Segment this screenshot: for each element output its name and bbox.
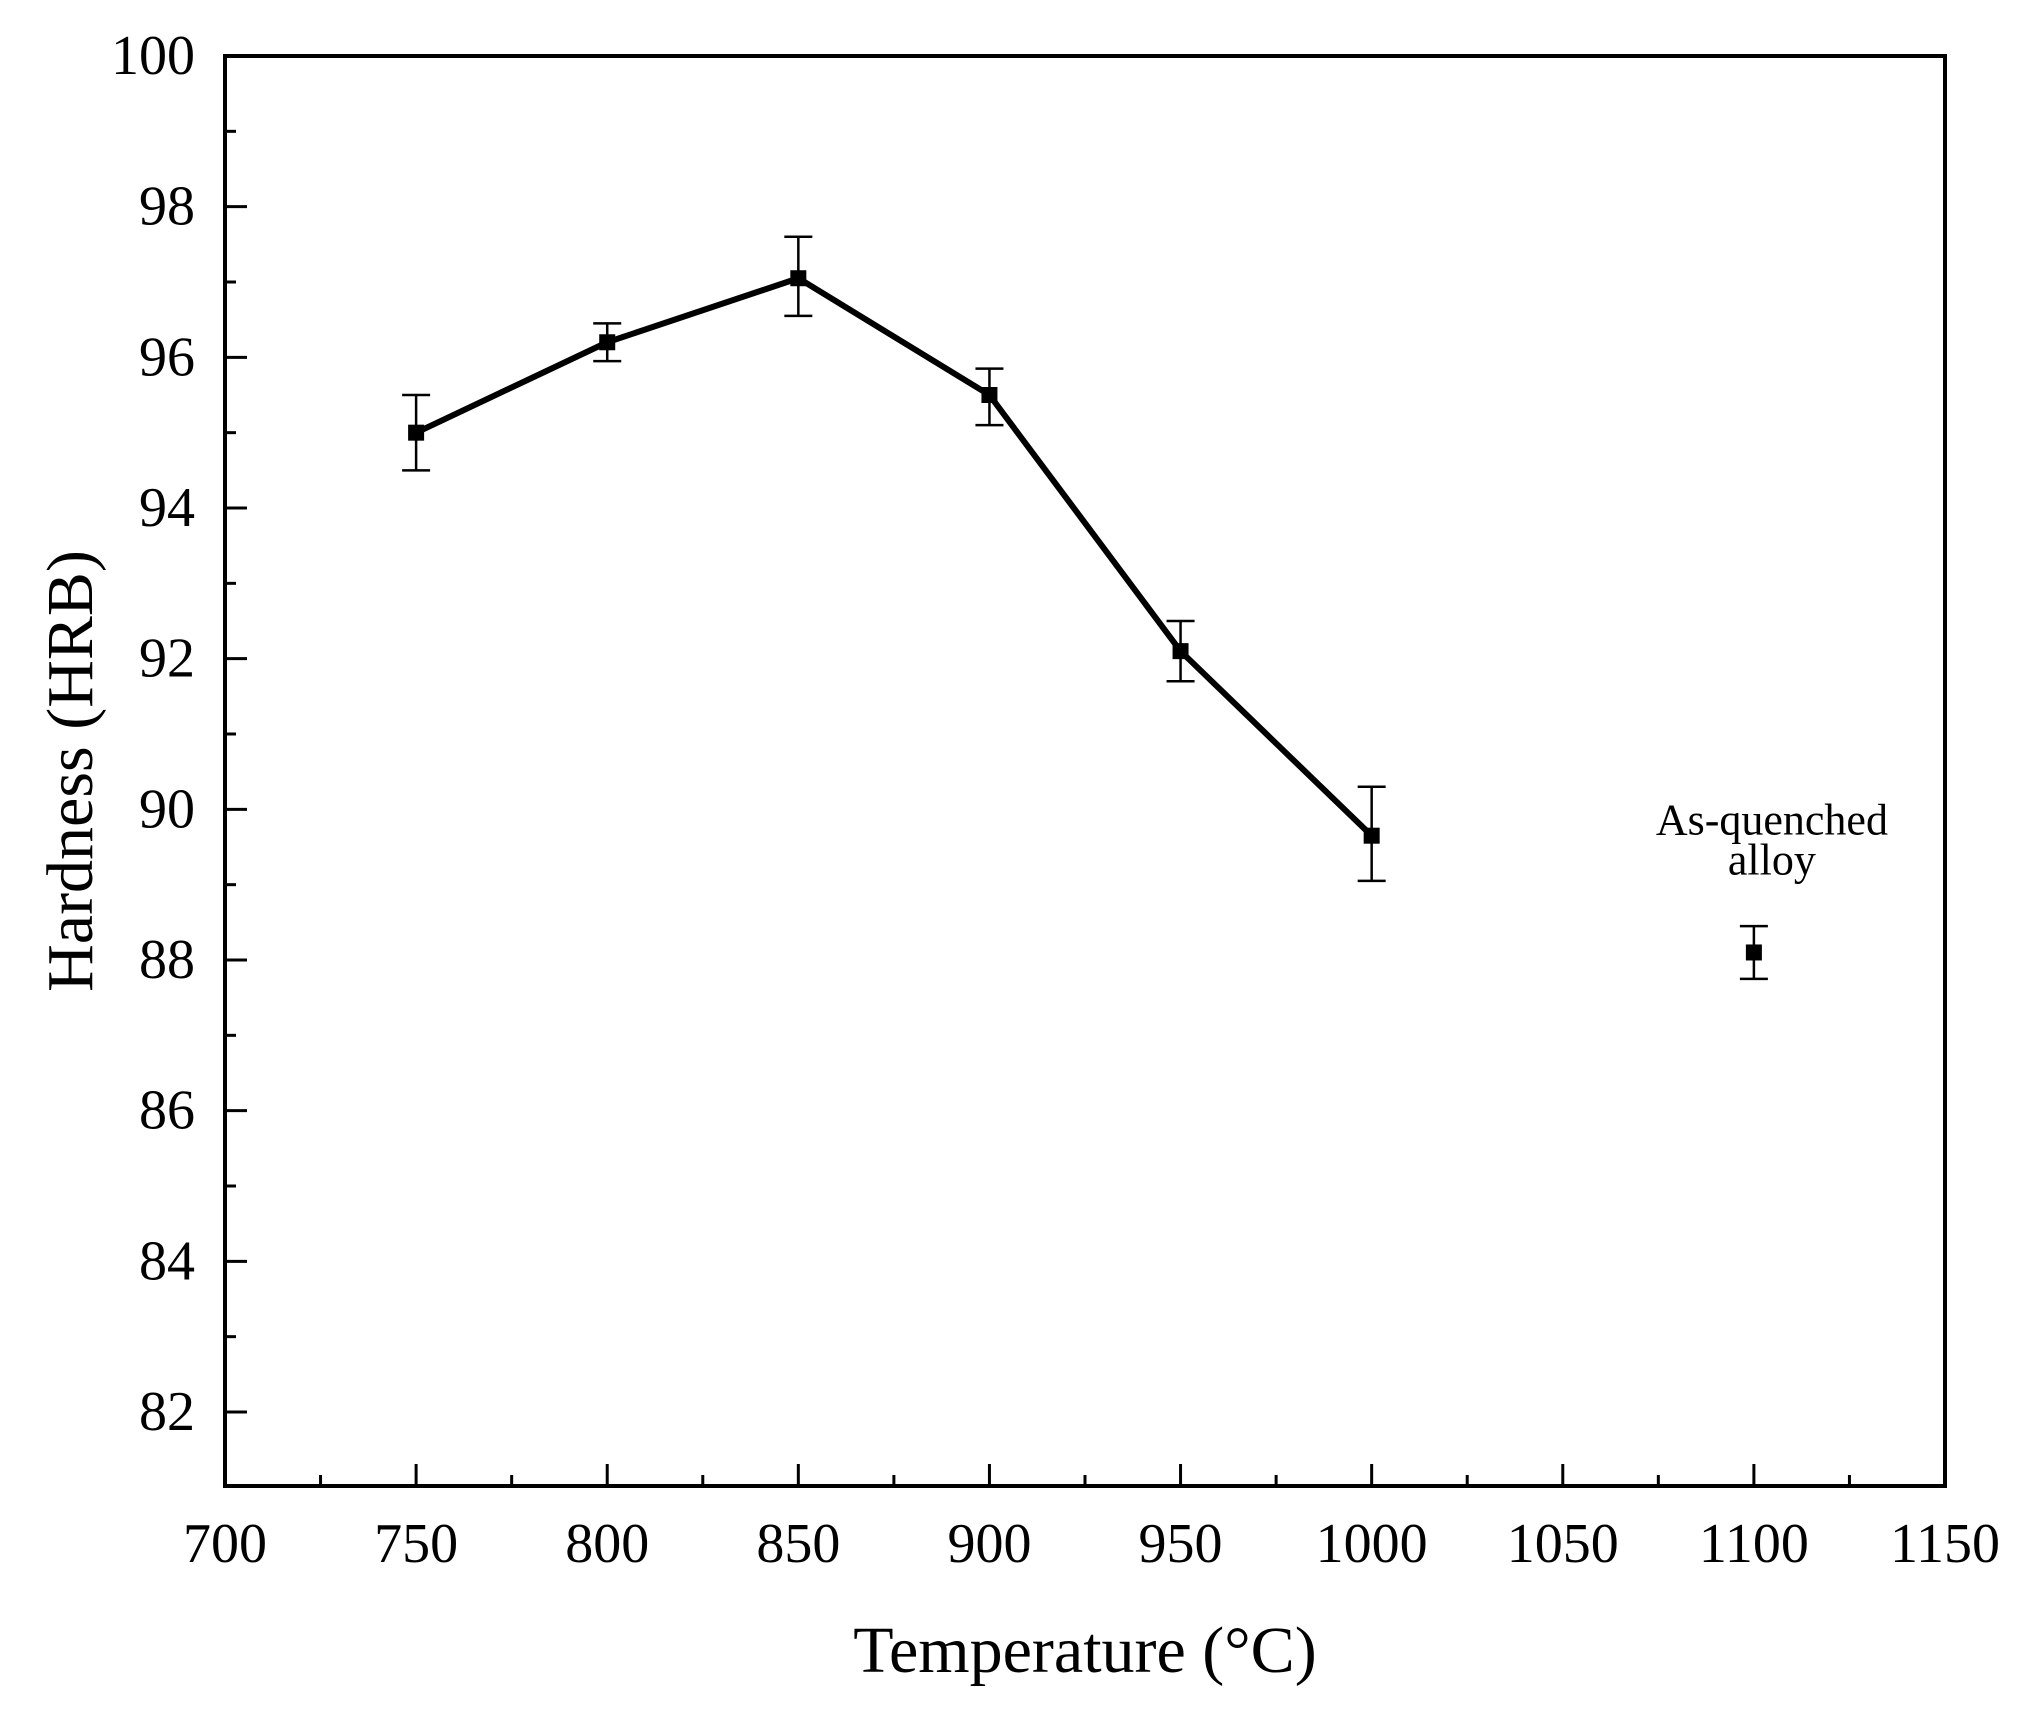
y-axis-ticks: 82 84 86 88 90 92 94 96 98 100 [111,25,247,1443]
data-point [408,424,425,441]
y-axis-title: Hardness (HRB) [34,550,107,992]
data-point [1172,643,1189,660]
x-tick-label: 1050 [1507,1513,1619,1575]
y-tick-label: 98 [139,176,195,238]
x-tick-label: 700 [183,1513,267,1575]
y-tick-label: 86 [139,1080,195,1142]
series-layer [402,235,1768,981]
x-tick-label: 750 [374,1513,458,1575]
series-line [414,275,1374,838]
x-axis-ticks: 700 750 800 850 900 950 1000 1050 1100 1150 [183,1464,2000,1575]
y-tick-label: 100 [111,25,195,87]
y-tick-label: 82 [139,1381,195,1443]
y-tick-label: 84 [139,1230,195,1292]
data-point [790,270,807,287]
x-tick-label: 1000 [1316,1513,1428,1575]
y-tick-label: 88 [139,929,195,991]
y-tick-label: 96 [139,326,195,388]
y-tick-label: 94 [139,477,195,539]
data-point [599,334,616,351]
y-tick-label: 92 [139,628,195,690]
x-tick-label: 800 [565,1513,649,1575]
x-tick-label: 1150 [1890,1513,2000,1575]
annotation-label: alloy [1728,835,1816,884]
x-tick-label: 1100 [1699,1513,1809,1575]
x-tick-label: 900 [947,1513,1031,1575]
data-point [1745,944,1762,961]
y-tick-label: 90 [139,778,195,840]
annotation-label: As-quenched [1656,795,1888,844]
plot-frame [223,54,1947,1488]
x-tick-label: 850 [756,1513,840,1575]
data-point [1363,827,1380,844]
data-point [981,387,998,403]
x-tick-label: 950 [1139,1513,1223,1575]
x-axis-title: Temperature (°C) [853,1614,1316,1687]
